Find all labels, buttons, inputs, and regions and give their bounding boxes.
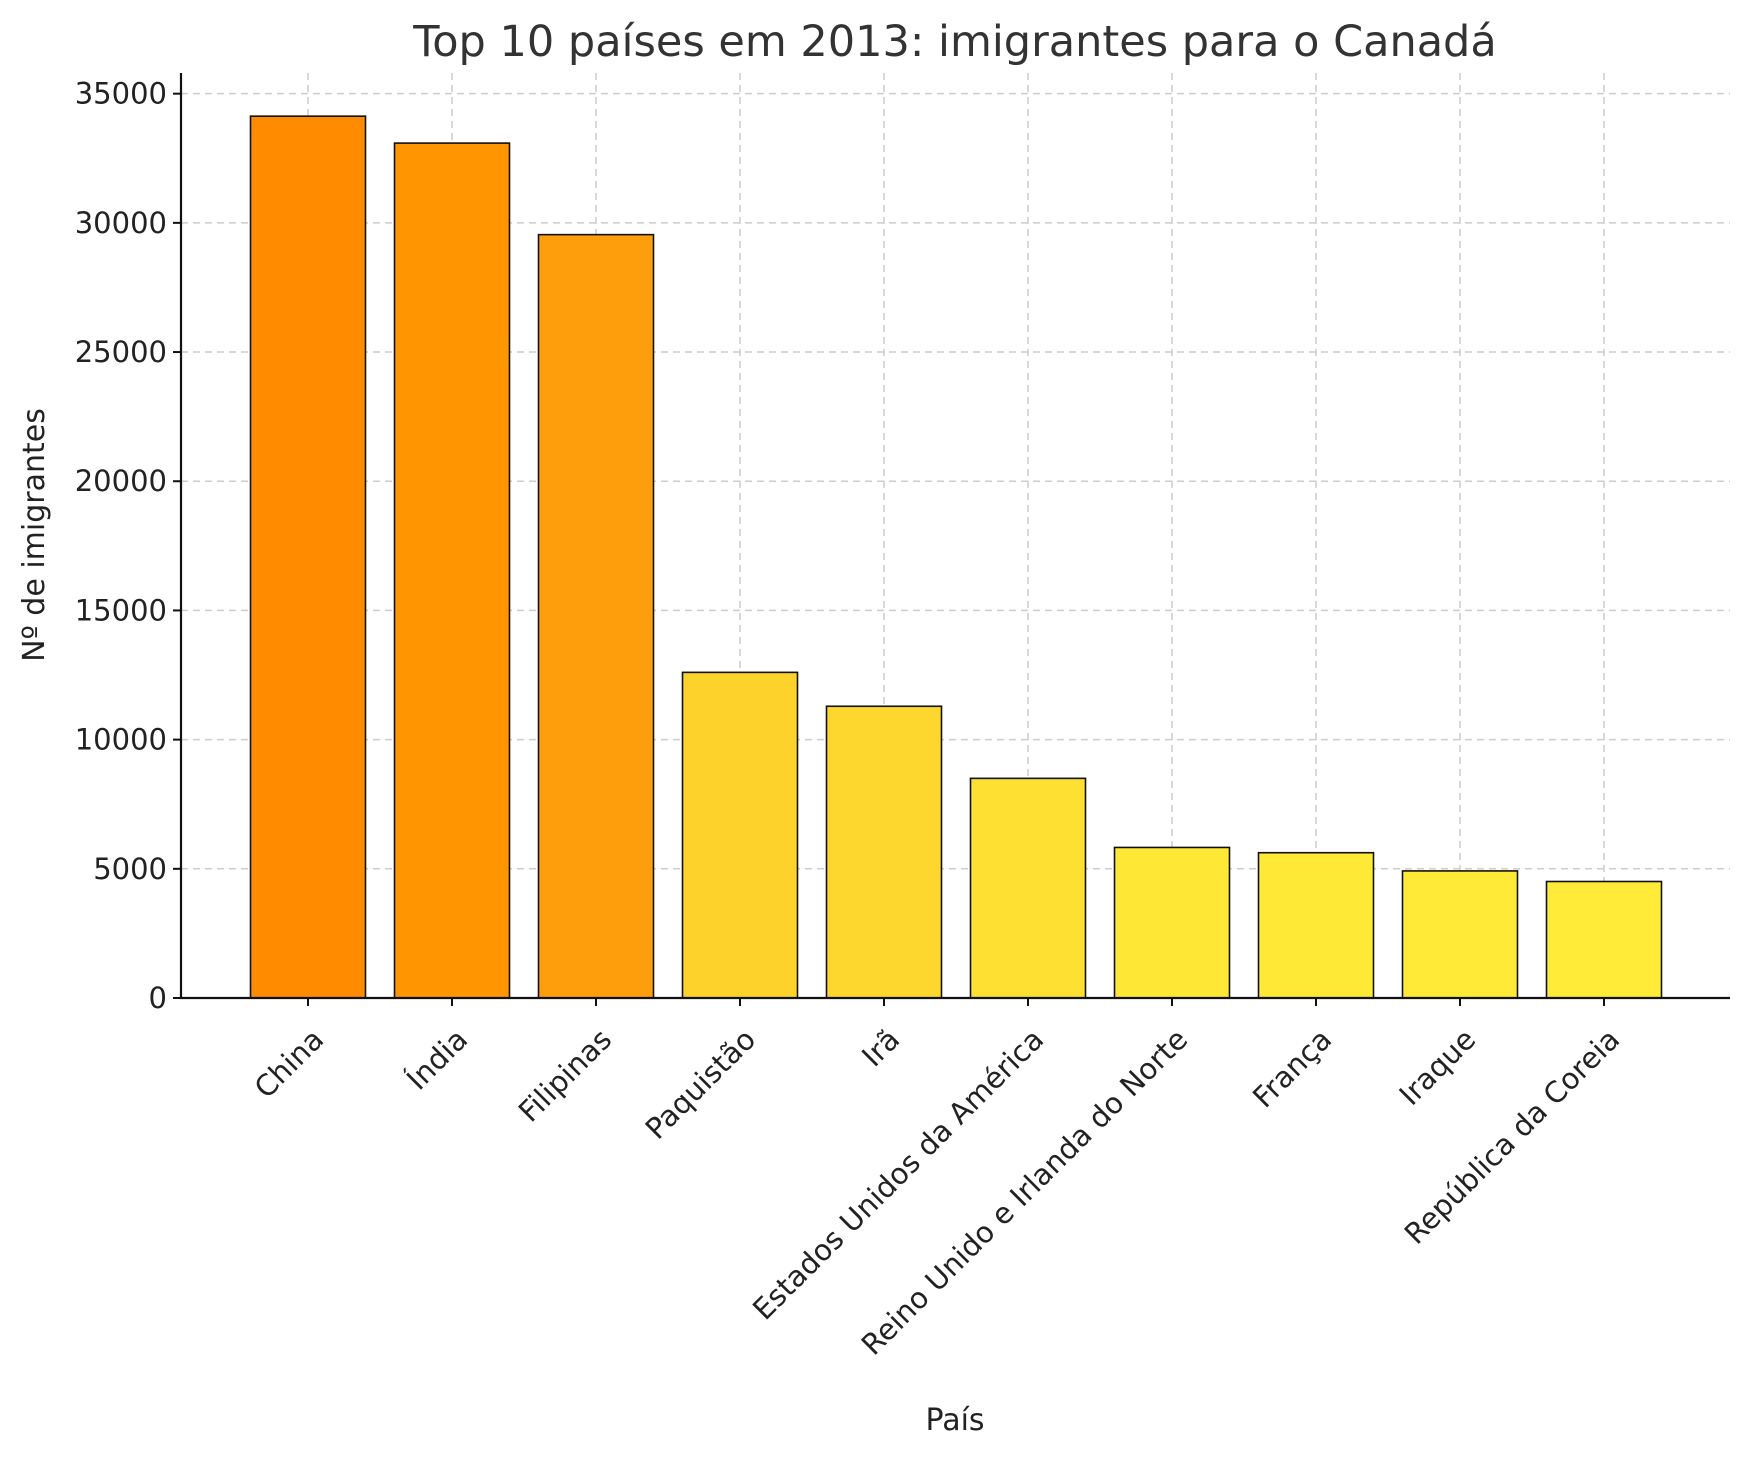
- x-tick-label-3: Paquistão: [639, 1022, 763, 1146]
- y-tick-label-5: 25000: [75, 335, 167, 369]
- bar-1: [393, 142, 511, 999]
- bar-5: [969, 777, 1087, 999]
- x-axis-label: País: [925, 1403, 984, 1438]
- x-tick-label-1: Índia: [400, 1022, 474, 1096]
- x-tick-label-0: China: [248, 1022, 331, 1105]
- y-ticks: 0 5000 10000 15000 20000 25000 30000 35000: [75, 77, 181, 1015]
- bar-0: [249, 115, 367, 999]
- y-tick-label-0: 0: [149, 981, 167, 1015]
- y-tick-label-4: 20000: [75, 464, 167, 498]
- y-tick-label-6: 30000: [75, 206, 167, 240]
- y-tick-label-7: 35000: [75, 77, 167, 111]
- x-tick-label-2: Filipinas: [512, 1022, 618, 1128]
- x-tick-label-6: Reino Unido e Irlanda do Norte: [855, 1022, 1195, 1362]
- x-tick-label-4: Irã: [855, 1022, 906, 1073]
- bar-9: [1545, 880, 1663, 999]
- axes: [179, 73, 1730, 1000]
- y-tick-label-2: 10000: [75, 723, 167, 757]
- x-tick-label-5: Estados Unidos da América: [746, 1022, 1050, 1326]
- bars: [249, 115, 1663, 999]
- y-tick-label-3: 15000: [75, 593, 167, 627]
- bar-6: [1113, 846, 1231, 999]
- x-tick-label-7: França: [1246, 1022, 1338, 1114]
- chart-title: Top 10 países em 2013: imigrantes para o…: [412, 17, 1496, 67]
- y-axis-label: Nº de imigrantes: [17, 408, 52, 662]
- bar-4: [825, 705, 943, 999]
- bar-8: [1401, 870, 1519, 999]
- y-tick-label-1: 5000: [93, 852, 167, 886]
- x-tick-label-8: Iraque: [1392, 1022, 1482, 1112]
- bar-2: [537, 233, 655, 999]
- bar-7: [1257, 851, 1375, 999]
- bar-3: [681, 671, 799, 999]
